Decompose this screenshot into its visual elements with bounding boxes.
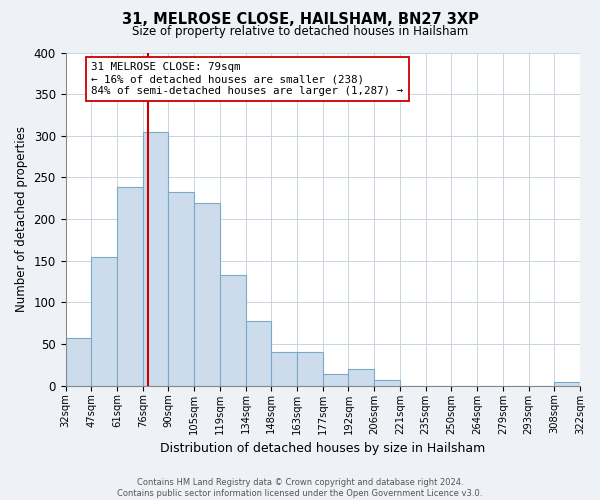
Bar [554,382,580,386]
X-axis label: Distribution of detached houses by size in Hailsham: Distribution of detached houses by size … [160,442,485,455]
Bar [297,352,323,386]
Text: 31 MELROSE CLOSE: 79sqm
← 16% of detached houses are smaller (238)
84% of semi-d: 31 MELROSE CLOSE: 79sqm ← 16% of detache… [91,62,403,96]
Bar [194,204,220,386]
Text: 31, MELROSE CLOSE, HAILSHAM, BN27 3XP: 31, MELROSE CLOSE, HAILSHAM, BN27 3XP [122,12,478,28]
Y-axis label: Number of detached properties: Number of detached properties [15,126,28,312]
Bar [169,192,194,386]
Bar [374,380,400,386]
Bar [117,188,143,386]
Bar [65,338,91,386]
Bar [349,369,374,386]
Bar [143,132,169,386]
Bar [245,320,271,386]
Bar [323,374,349,386]
Text: Size of property relative to detached houses in Hailsham: Size of property relative to detached ho… [132,25,468,38]
Bar [220,275,245,386]
Bar [91,258,117,386]
Bar [271,352,297,386]
Text: Contains HM Land Registry data © Crown copyright and database right 2024.
Contai: Contains HM Land Registry data © Crown c… [118,478,482,498]
